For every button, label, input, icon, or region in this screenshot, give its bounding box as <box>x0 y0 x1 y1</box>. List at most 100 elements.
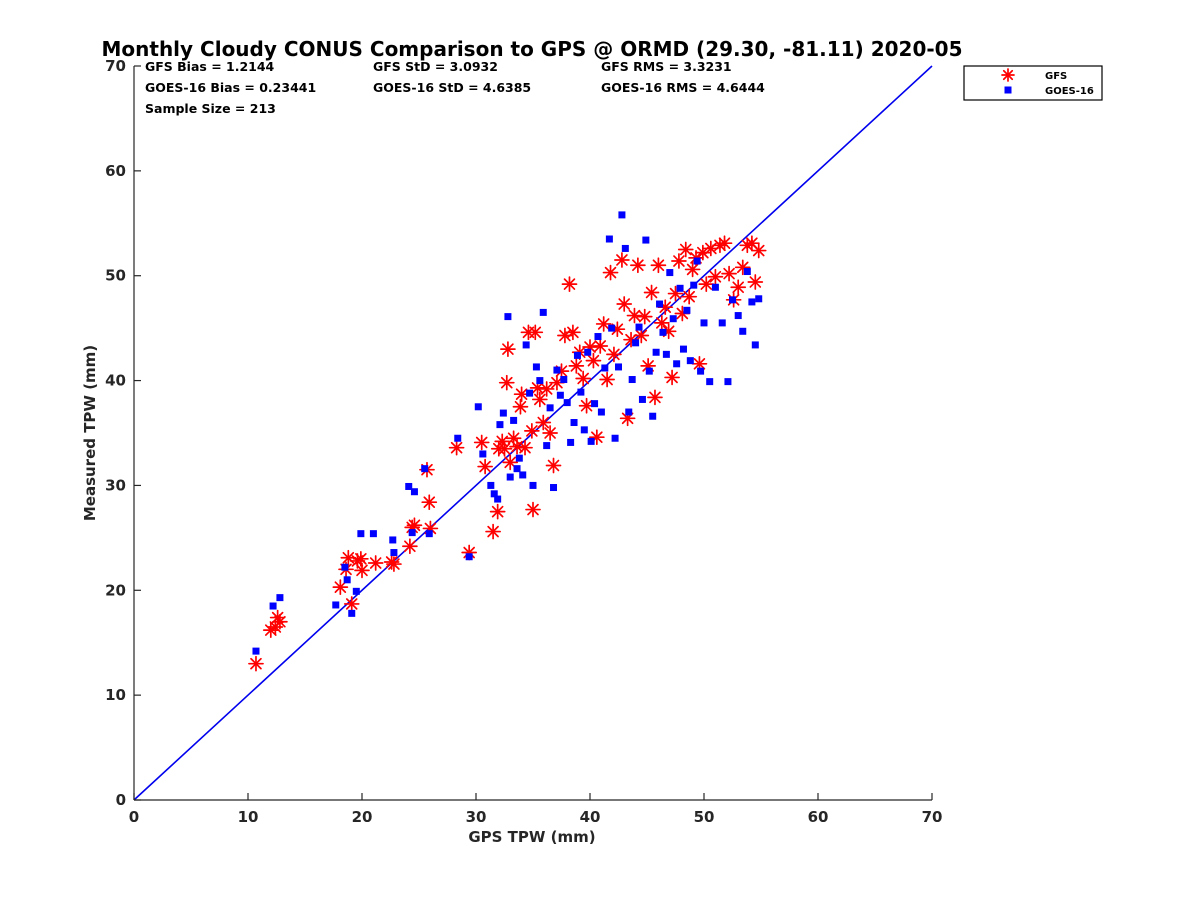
goes16-point <box>676 284 684 292</box>
gfs-point <box>353 550 369 567</box>
gfs-point <box>485 523 501 540</box>
goes16-point <box>580 426 588 434</box>
goes16-point <box>669 315 677 323</box>
gfs-point <box>502 454 519 471</box>
gfs-point <box>354 562 370 579</box>
goes16-point <box>515 454 523 462</box>
x-tick-label: 30 <box>466 808 487 826</box>
goes16-point <box>269 602 277 610</box>
goes16-point <box>479 450 487 458</box>
goes16-point <box>421 465 429 473</box>
goes16-point <box>591 400 599 408</box>
goes16-point <box>642 236 650 244</box>
gfs-point <box>684 261 701 278</box>
goes16-point <box>546 404 554 412</box>
goes16-point <box>649 412 657 420</box>
gfs-point <box>568 358 585 374</box>
goes16-point <box>513 465 521 473</box>
goes16-point <box>490 490 498 498</box>
gfs-point <box>421 494 438 511</box>
gfs-series <box>248 235 767 672</box>
gfs-point <box>730 279 747 296</box>
legend-goes16-symbol <box>1004 86 1012 94</box>
goes16-point <box>628 376 636 384</box>
goes16-point <box>343 576 351 584</box>
gfs-point <box>592 338 609 354</box>
goes16-point <box>550 484 558 492</box>
y-tick-label: 40 <box>105 372 126 390</box>
goes16-point <box>567 438 575 446</box>
gfs-point <box>343 596 360 612</box>
goes16-point <box>532 363 540 371</box>
stat-goes-bias: GOES-16 Bias = 0.23441 <box>145 80 316 95</box>
goes16-point <box>673 360 681 368</box>
gfs-point <box>545 457 562 474</box>
goes16-point <box>519 471 527 479</box>
x-tick-label: 20 <box>352 808 373 826</box>
stat-gfs-rms: GFS RMS = 3.3231 <box>601 59 732 74</box>
gfs-point <box>750 242 767 259</box>
goes16-point <box>577 388 585 396</box>
goes16-point <box>454 434 462 442</box>
goes16-point <box>621 244 629 252</box>
goes16-point <box>597 408 605 416</box>
goes16-point <box>410 488 418 496</box>
goes16-point <box>666 269 674 277</box>
goes16-point <box>252 647 260 655</box>
gfs-point <box>500 341 516 357</box>
y-tick-label: 10 <box>105 686 126 704</box>
x-tick-label: 70 <box>922 808 943 826</box>
gfs-point <box>616 296 633 312</box>
gfs-point <box>498 374 515 391</box>
goes16-point <box>601 364 609 372</box>
goes16-point <box>504 313 512 321</box>
goes16-point <box>594 333 602 341</box>
goes16-point <box>425 530 433 538</box>
goes16-point <box>563 399 571 407</box>
goes16-point <box>656 300 664 308</box>
goes16-point <box>679 345 687 353</box>
gfs-point <box>538 381 555 397</box>
goes16-point <box>587 437 595 445</box>
gfs-point <box>614 252 630 268</box>
goes16-point <box>570 419 578 427</box>
y-tick-label: 50 <box>105 267 126 285</box>
goes16-point <box>522 341 530 349</box>
goes16-point <box>543 442 551 450</box>
goes16-point <box>615 363 622 371</box>
gfs-point <box>595 316 612 332</box>
gfs-point <box>681 288 698 305</box>
y-tick-label: 30 <box>105 476 126 494</box>
goes16-point <box>487 481 495 489</box>
gfs-point <box>473 434 490 451</box>
gfs-point <box>524 423 540 439</box>
goes16-point <box>635 323 643 331</box>
goes16-point <box>645 367 653 375</box>
goes16-point <box>734 312 742 320</box>
gfs-point <box>248 655 264 672</box>
gfs-point <box>542 425 558 441</box>
gfs-point <box>517 439 533 456</box>
y-tick-label: 20 <box>105 581 126 599</box>
gfs-point <box>386 556 402 572</box>
goes16-point <box>611 434 619 442</box>
gfs-point <box>647 389 663 406</box>
gfs-point <box>626 307 643 324</box>
x-tick-label: 0 <box>129 808 139 826</box>
legend-gfs-symbol <box>1001 68 1015 82</box>
gfs-point <box>565 324 581 341</box>
legend-box <box>963 65 1103 101</box>
goes16-point <box>659 328 667 336</box>
goes16-point <box>408 529 416 537</box>
goes16-point <box>652 348 660 356</box>
goes16-point <box>748 298 756 306</box>
goes16-point <box>357 530 365 538</box>
goes16-point <box>536 377 544 385</box>
x-tick-label: 50 <box>694 808 715 826</box>
gfs-point <box>402 538 418 555</box>
gfs-point <box>527 324 544 341</box>
gfs-point <box>716 235 733 252</box>
gfs-point <box>650 257 667 274</box>
gfs-point <box>664 369 680 386</box>
goes16-point <box>348 609 356 617</box>
